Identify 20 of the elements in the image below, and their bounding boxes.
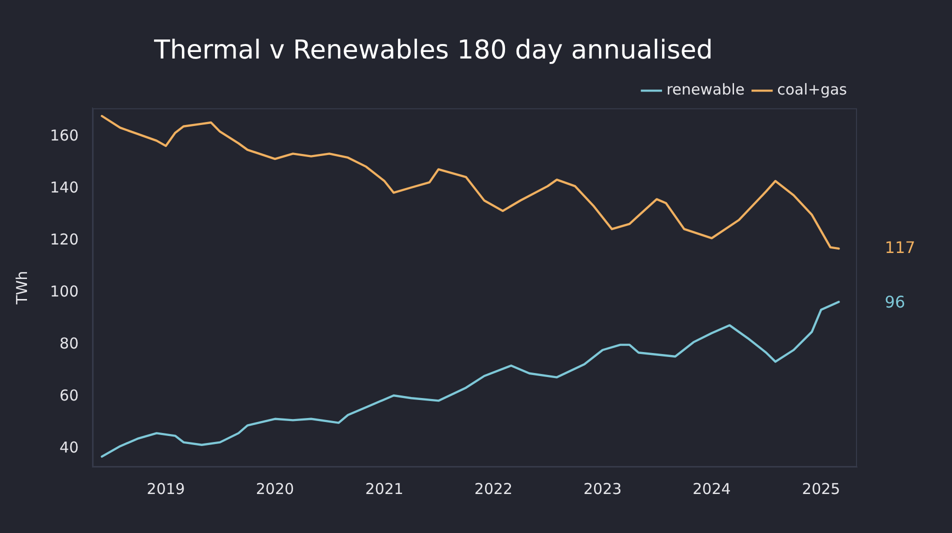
x-tick-label: 2022	[474, 480, 513, 498]
y-tick-label: 40	[60, 438, 79, 457]
y-tick-label: 60	[60, 386, 79, 405]
x-tick-label: 2020	[256, 480, 294, 498]
x-tick-label: 2023	[584, 480, 622, 498]
chart-title: Thermal v Renewables 180 day annualised	[153, 35, 713, 66]
annotation: 117	[884, 238, 916, 257]
annotation: 96	[884, 292, 906, 312]
y-tick-label: 140	[50, 178, 79, 197]
x-tick-label: 2019	[146, 480, 185, 498]
y-tick-label: 160	[50, 126, 79, 145]
x-tick-label: 2024	[692, 480, 731, 498]
x-tick-label: 2021	[365, 480, 404, 498]
legend-label: coal+gas	[777, 80, 848, 99]
legend-label: renewable	[666, 80, 745, 99]
y-tick-label: 120	[50, 230, 79, 249]
y-tick-label: 100	[50, 282, 79, 301]
y-axis-title: TWh	[12, 270, 31, 306]
x-tick-label: 2025	[802, 480, 840, 498]
y-tick-label: 80	[60, 334, 79, 353]
